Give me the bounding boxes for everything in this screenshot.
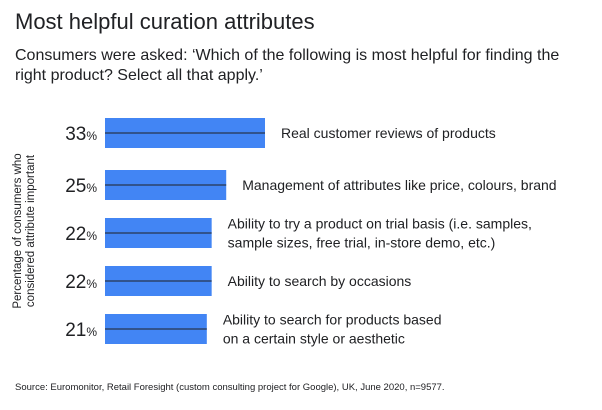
chart-subtitle: Consumers were asked: ‘Which of the foll… bbox=[15, 47, 560, 84]
source-note: Source: Euromonitor, Retail Foresight (c… bbox=[15, 382, 445, 393]
value-label-2: 25% bbox=[65, 176, 97, 197]
bar-chart: 33% Real customer reviews of products 25% M… bbox=[65, 118, 557, 347]
value-label-5: 21% bbox=[65, 320, 97, 341]
chart-title: Most helpful curation attributes bbox=[15, 9, 315, 34]
value-label-3: 22% bbox=[65, 224, 97, 245]
category-label-1: Real customer reviews of products bbox=[281, 125, 496, 141]
category-label-4: Ability to search by occasions bbox=[228, 273, 412, 289]
category-label-3: Ability to try a product on trial basis … bbox=[228, 216, 532, 251]
category-label-2: Management of attributes like price, col… bbox=[242, 177, 556, 193]
category-label-5: Ability to search for products based on a… bbox=[223, 312, 442, 347]
value-label-1: 33% bbox=[65, 124, 97, 145]
value-label-4: 22% bbox=[65, 272, 97, 293]
